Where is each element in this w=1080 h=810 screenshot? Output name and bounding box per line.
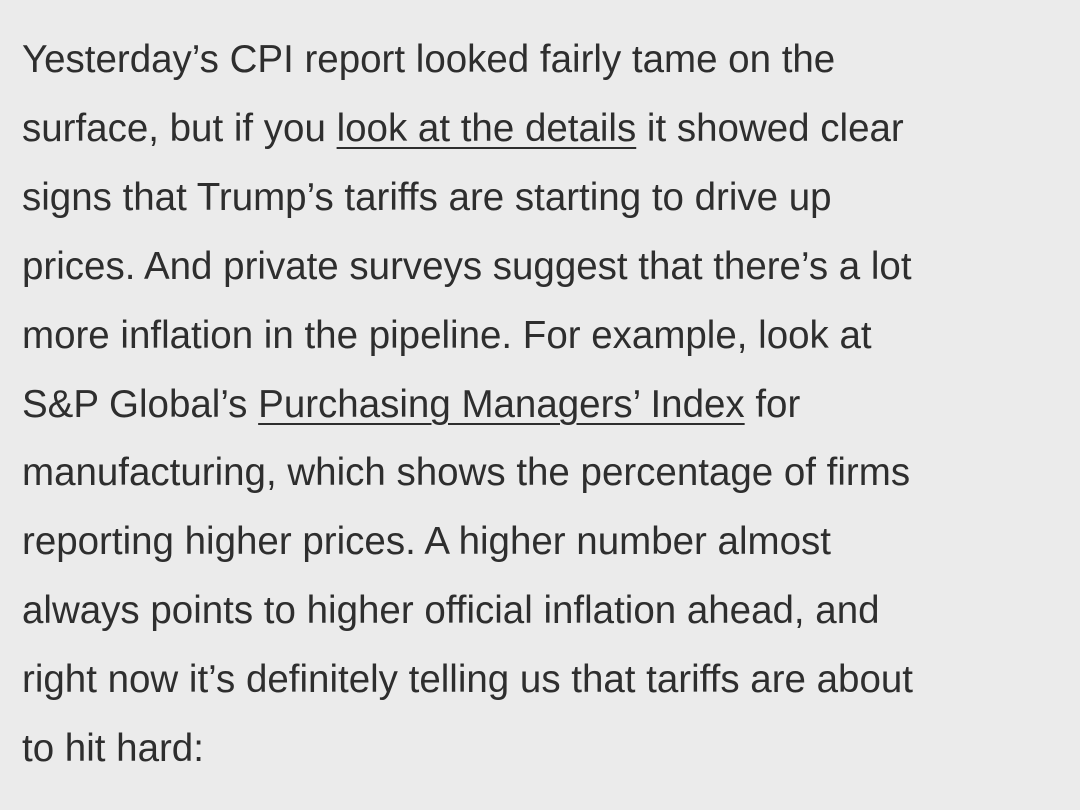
text-line: prices. And private surveys suggest that… xyxy=(22,244,912,288)
text: for xyxy=(744,382,801,426)
text: it showed clear xyxy=(636,106,904,150)
text-line: to hit hard: xyxy=(22,727,204,771)
text-line: signs that Trump’s tariffs are starting … xyxy=(22,175,832,219)
text: surface, but if you xyxy=(22,106,337,150)
details-link[interactable]: look at the details xyxy=(336,106,637,150)
text-line: manufacturing, which shows the percentag… xyxy=(22,451,911,495)
text-line: Yesterday’s CPI report looked fairly tam… xyxy=(22,38,836,81)
pmi-link[interactable]: Purchasing Managers’ Index xyxy=(258,382,745,426)
text-line: reporting higher prices. A higher number… xyxy=(22,520,831,564)
text-line: right now it’s definitely telling us tha… xyxy=(22,658,913,702)
text: S&P Global’s xyxy=(22,382,259,426)
text-line: more inflation in the pipeline. For exam… xyxy=(22,313,872,357)
article-paragraph: Yesterday’s CPI report looked fairly tam… xyxy=(22,26,913,784)
text-line: always points to higher official inflati… xyxy=(22,589,880,633)
text-line: S&P Global’s Purchasing Managers’ Index … xyxy=(22,371,913,440)
text-line: surface, but if you look at the details … xyxy=(22,95,913,164)
